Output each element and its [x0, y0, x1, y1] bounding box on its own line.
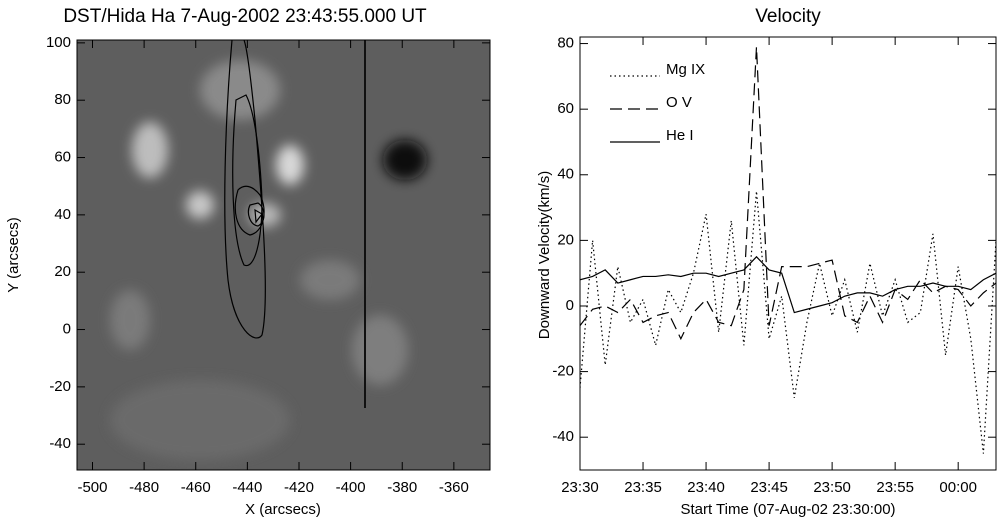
y-tick-label: -20 — [552, 363, 574, 380]
y-tick-label: 60 — [54, 149, 71, 166]
y-tick-label: -20 — [49, 378, 71, 395]
x-tick-label: -480 — [129, 479, 159, 496]
y-tick-label: 20 — [54, 263, 71, 280]
y-tick-label: 80 — [54, 91, 71, 108]
x-tick-label: -380 — [387, 479, 417, 496]
chart-title: DST/Hida Ha 7-Aug-2002 23:43:55.000 UT — [63, 6, 427, 27]
y-tick-label: 40 — [54, 206, 71, 223]
x-tick-label: -500 — [77, 479, 107, 496]
y-tick-label: 20 — [557, 231, 574, 248]
y-tick-label: -40 — [49, 435, 71, 452]
y-tick-label: -40 — [552, 428, 574, 445]
halpha-image — [77, 40, 490, 470]
y-tick-label: 100 — [46, 34, 71, 51]
x-tick-label: 23:50 — [813, 479, 851, 496]
y-tick-label: 60 — [557, 100, 574, 117]
y-tick-label: 0 — [566, 297, 574, 314]
plot-frame — [76, 39, 491, 471]
x-tick-label: 23:55 — [876, 479, 914, 496]
y-tick-label: 40 — [557, 166, 574, 183]
y-tick-label: 0 — [63, 321, 71, 338]
x-tick-label: -360 — [439, 479, 469, 496]
x-tick-label: 23:45 — [750, 479, 788, 496]
x-tick-label: -460 — [181, 479, 211, 496]
legend-label: He I — [666, 127, 694, 144]
plot-area — [580, 46, 996, 454]
x-tick-label: 23:30 — [561, 479, 599, 496]
legend-label: Mg IX — [666, 61, 705, 78]
x-tick-label: -400 — [336, 479, 366, 496]
x-tick-label: -440 — [232, 479, 262, 496]
series-line — [580, 46, 996, 341]
y-axis-label: Y (arcsecs) — [5, 217, 22, 293]
y-axis-label: Downward Velocity(km/s) — [536, 171, 553, 339]
x-tick-label: -420 — [284, 479, 314, 496]
plot-frame — [579, 36, 997, 471]
x-tick-label: 23:40 — [687, 479, 725, 496]
x-tick-label: 23:35 — [624, 479, 662, 496]
chart-title: Velocity — [755, 6, 821, 27]
x-tick-label: 00:00 — [939, 479, 977, 496]
x-axis-label: Start Time (07-Aug-02 23:30:00) — [680, 501, 895, 518]
y-tick-label: 80 — [557, 35, 574, 52]
series-line — [580, 255, 996, 314]
x-axis-label: X (arcsecs) — [245, 501, 321, 518]
legend-label: O V — [666, 94, 692, 111]
